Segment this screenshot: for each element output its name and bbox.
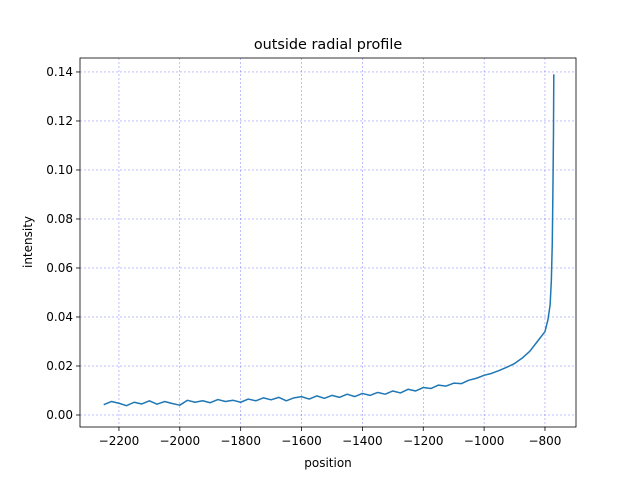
y-tick-label: 0.10 <box>46 163 73 177</box>
line-series <box>103 74 555 407</box>
y-axis-label: intensity <box>21 216 35 268</box>
y-tick-label: 0.12 <box>46 114 73 128</box>
x-tick-label: −2000 <box>160 434 201 448</box>
x-tick-label: −800 <box>528 434 561 448</box>
y-tick-label: 0.02 <box>46 359 73 373</box>
x-tick-label: −2200 <box>99 434 140 448</box>
y-tick-label: 0.08 <box>46 212 73 226</box>
y-tick-label: 0.00 <box>46 408 73 422</box>
chart-title: outside radial profile <box>254 37 402 53</box>
x-tick-label: −1200 <box>403 434 444 448</box>
x-axis-label: position <box>304 456 352 470</box>
x-tick-label: −1800 <box>220 434 261 448</box>
x-tick-label: −1400 <box>342 434 383 448</box>
y-tick-label: 0.06 <box>46 261 73 275</box>
y-tick-label: 0.14 <box>46 65 73 79</box>
y-tick-label: 0.04 <box>46 310 73 324</box>
x-tick-label: −1600 <box>281 434 322 448</box>
axes-frame <box>79 57 577 428</box>
x-tick-label: −1000 <box>464 434 505 448</box>
